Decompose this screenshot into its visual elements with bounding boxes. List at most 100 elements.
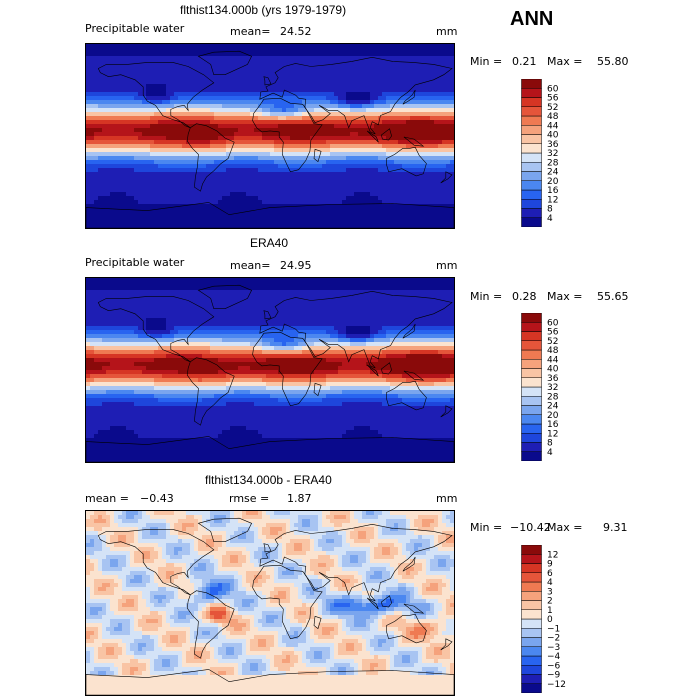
field-cell <box>122 124 127 129</box>
field-cell <box>438 278 443 283</box>
field-cell <box>142 56 147 61</box>
field-cell <box>122 212 127 217</box>
field-cell <box>134 112 139 117</box>
field-cell <box>178 80 183 85</box>
field-cell <box>378 294 383 299</box>
field-cell <box>198 278 203 283</box>
field-cell <box>126 298 131 303</box>
field-cell <box>262 208 267 213</box>
field-cell <box>386 302 391 307</box>
field-cell <box>414 72 419 77</box>
field-cell <box>286 294 291 299</box>
field-cell <box>302 286 307 291</box>
field-cell <box>246 80 251 85</box>
field-cell <box>194 290 199 295</box>
colorbar-tick-label: 4 <box>547 214 553 224</box>
field-cell <box>382 212 387 217</box>
field-cell <box>134 298 139 303</box>
field-cell <box>174 172 179 177</box>
field-cell <box>374 144 379 149</box>
field-cell <box>354 294 359 299</box>
field-cell <box>198 192 203 197</box>
field-cell <box>194 72 199 77</box>
field-cell <box>450 172 454 177</box>
field-cell <box>94 68 99 73</box>
field-cell <box>446 152 451 157</box>
field-cell <box>178 92 183 97</box>
field-cell <box>166 192 171 197</box>
field-cell <box>286 200 291 205</box>
field-cell <box>214 216 219 221</box>
field-cell <box>326 192 331 197</box>
field-cell <box>234 44 239 49</box>
field-cell <box>102 48 107 53</box>
field-cell <box>238 294 243 299</box>
field-cell <box>446 192 451 197</box>
field-cell <box>226 88 231 93</box>
field-cell <box>142 164 147 169</box>
field-cell <box>134 204 139 209</box>
field-cell <box>366 176 371 181</box>
field-cell <box>206 92 211 97</box>
field-cell <box>374 212 379 217</box>
field-cell <box>178 306 183 311</box>
field-cell <box>334 298 339 303</box>
field-cell <box>362 76 367 81</box>
field-cell <box>386 124 391 129</box>
field-cell <box>446 200 451 205</box>
field-cell <box>182 84 187 89</box>
field-cell <box>150 52 155 57</box>
field-cell <box>370 302 375 307</box>
field-cell <box>422 88 427 93</box>
field-cell <box>114 278 119 283</box>
field-cell <box>98 298 103 303</box>
field-cell <box>334 120 339 125</box>
field-cell <box>310 200 315 205</box>
field-cell <box>282 76 287 81</box>
field-cell <box>186 84 191 89</box>
field-cell <box>390 68 395 73</box>
field-cell <box>234 188 239 193</box>
field-cell <box>390 60 395 65</box>
field-cell <box>202 124 207 129</box>
field-cell <box>278 164 283 169</box>
field-cell <box>102 286 107 291</box>
field-cell <box>238 282 243 287</box>
field-cell <box>110 112 115 117</box>
field-cell <box>210 72 215 77</box>
field-cell <box>346 84 351 89</box>
field-cell <box>134 60 139 65</box>
field-cell <box>210 44 215 49</box>
field-cell <box>146 286 151 291</box>
field-cell <box>130 192 135 197</box>
field-cell <box>374 216 379 221</box>
field-cell <box>314 156 319 161</box>
field-cell <box>166 306 171 311</box>
field-cell <box>170 56 175 61</box>
field-cell <box>170 140 175 145</box>
field-cell <box>410 100 415 105</box>
field-cell <box>342 72 347 77</box>
field-cell <box>382 48 387 53</box>
field-cell <box>422 140 427 145</box>
field-cell <box>350 84 355 89</box>
field-cell <box>222 220 227 225</box>
field-cell <box>310 152 315 157</box>
field-cell <box>326 286 331 291</box>
field-cell <box>426 124 431 129</box>
field-cell <box>202 180 207 185</box>
field-cell <box>318 184 323 189</box>
field-cell <box>198 92 203 97</box>
field-cell <box>318 200 323 205</box>
field-cell <box>322 80 327 85</box>
field-cell <box>270 200 275 205</box>
field-cell <box>314 192 319 197</box>
field-cell <box>234 148 239 153</box>
field-cell <box>402 144 407 149</box>
field-cell <box>186 60 191 65</box>
field-cell <box>202 44 207 49</box>
field-cell <box>398 116 403 121</box>
field-cell <box>442 216 447 221</box>
field-cell <box>154 196 159 201</box>
field-cell <box>130 290 135 295</box>
